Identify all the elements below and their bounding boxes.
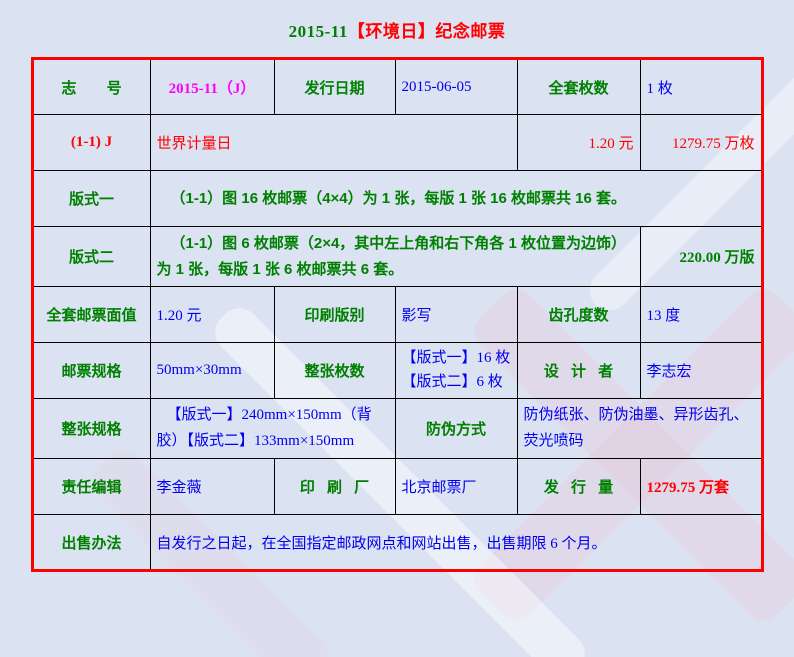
table-row-format-two: 版式二 （1-1）图 6 枚邮票（2×4，其中左上角和右下角各 1 枚位置为边饰… — [31, 226, 763, 287]
table-row-stamp-item: (1-1) J 世界计量日 1.20 元 1279.75 万枚 — [31, 114, 763, 171]
label-sale-method: 出售办法 — [31, 514, 151, 571]
value-format-two-desc: （1-1）图 6 枚邮票（2×4，其中左上角和右下角各 1 枚位置为边饰）为 1… — [149, 226, 641, 287]
table-row-face-value: 全套邮票面值 1.20 元 印刷版别 影写 齿孔度数 13 度 — [31, 286, 763, 343]
value-catalog-number: 2015-11（J） — [149, 58, 275, 115]
label-printing-method: 印刷版别 — [273, 286, 396, 343]
table-row-stamp-size: 邮票规格 50mm×30mm 整张枚数 【版式一】16 枚 【版式二】6 枚 设… — [31, 342, 763, 399]
label-set-face-value: 全套邮票面值 — [31, 286, 151, 343]
table-row-sale-method: 出售办法 自发行之日起，在全国指定邮政网点和网站出售，出售期限 6 个月。 — [31, 514, 763, 571]
label-anti-forgery: 防伪方式 — [394, 398, 518, 459]
value-editor: 李金薇 — [149, 458, 275, 515]
page-title-code: 2015-11 — [288, 22, 348, 41]
label-printer: 印 刷 厂 — [273, 458, 396, 515]
label-stamp-size: 邮票规格 — [31, 342, 151, 399]
value-set-face-value: 1.20 元 — [149, 286, 275, 343]
value-anti-forgery: 防伪纸张、防伪油墨、异形齿孔、荧光喷码 — [516, 398, 763, 459]
value-circulation: 1279.75 万套 — [639, 458, 763, 515]
label-sheet-count: 整张枚数 — [273, 342, 396, 399]
value-stamp-size: 50mm×30mm — [149, 342, 275, 399]
value-format-two-volume: 220.00 万版 — [639, 226, 763, 287]
page-title-name: 【环境日】纪念邮票 — [347, 22, 506, 41]
value-stamp-item-quantity: 1279.75 万枚 — [639, 114, 763, 171]
value-stamp-item-code: (1-1) J — [31, 114, 151, 171]
label-issue-date: 发行日期 — [273, 58, 396, 115]
table-row-format-one: 版式一 （1-1）图 16 枚邮票（4×4）为 1 张，每版 1 张 16 枚邮… — [31, 170, 763, 227]
label-designer: 设 计 者 — [516, 342, 641, 399]
value-issue-date: 2015-06-05 — [394, 58, 518, 115]
value-stamp-item-name: 世界计量日 — [149, 114, 518, 171]
page-title: 2015-11【环境日】纪念邮票 — [0, 0, 794, 42]
label-sheet-size: 整张规格 — [31, 398, 151, 459]
stamp-info-table: 志 号 2015-11（J） 发行日期 2015-06-05 全套枚数 1 枚 … — [30, 57, 764, 572]
value-perforation: 13 度 — [639, 286, 763, 343]
value-designer: 李志宏 — [639, 342, 763, 399]
label-circulation: 发 行 量 — [516, 458, 641, 515]
value-sale-method: 自发行之日起，在全国指定邮政网点和网站出售，出售期限 6 个月。 — [149, 514, 763, 571]
label-set-count: 全套枚数 — [516, 58, 641, 115]
table-row-credits: 责任编辑 李金薇 印 刷 厂 北京邮票厂 发 行 量 1279.75 万套 — [31, 458, 763, 515]
label-editor: 责任编辑 — [31, 458, 151, 515]
value-sheet-count: 【版式一】16 枚 【版式二】6 枚 — [394, 342, 518, 399]
table-row-sheet-size: 整张规格 【版式一】240mm×150mm（背胶）【版式二】133mm×150m… — [31, 398, 763, 459]
label-catalog-number: 志 号 — [31, 58, 151, 115]
value-stamp-item-price: 1.20 元 — [516, 114, 641, 171]
label-perforation: 齿孔度数 — [516, 286, 641, 343]
label-format-one: 版式一 — [31, 170, 151, 227]
value-format-one-desc: （1-1）图 16 枚邮票（4×4）为 1 张，每版 1 张 16 枚邮票共 1… — [149, 170, 763, 227]
table-row-catalog: 志 号 2015-11（J） 发行日期 2015-06-05 全套枚数 1 枚 — [31, 58, 763, 115]
value-sheet-size: 【版式一】240mm×150mm（背胶）【版式二】133mm×150mm — [149, 398, 396, 459]
value-printer: 北京邮票厂 — [394, 458, 518, 515]
label-format-two: 版式二 — [31, 226, 151, 287]
value-set-count: 1 枚 — [639, 58, 763, 115]
value-printing-method: 影写 — [394, 286, 518, 343]
